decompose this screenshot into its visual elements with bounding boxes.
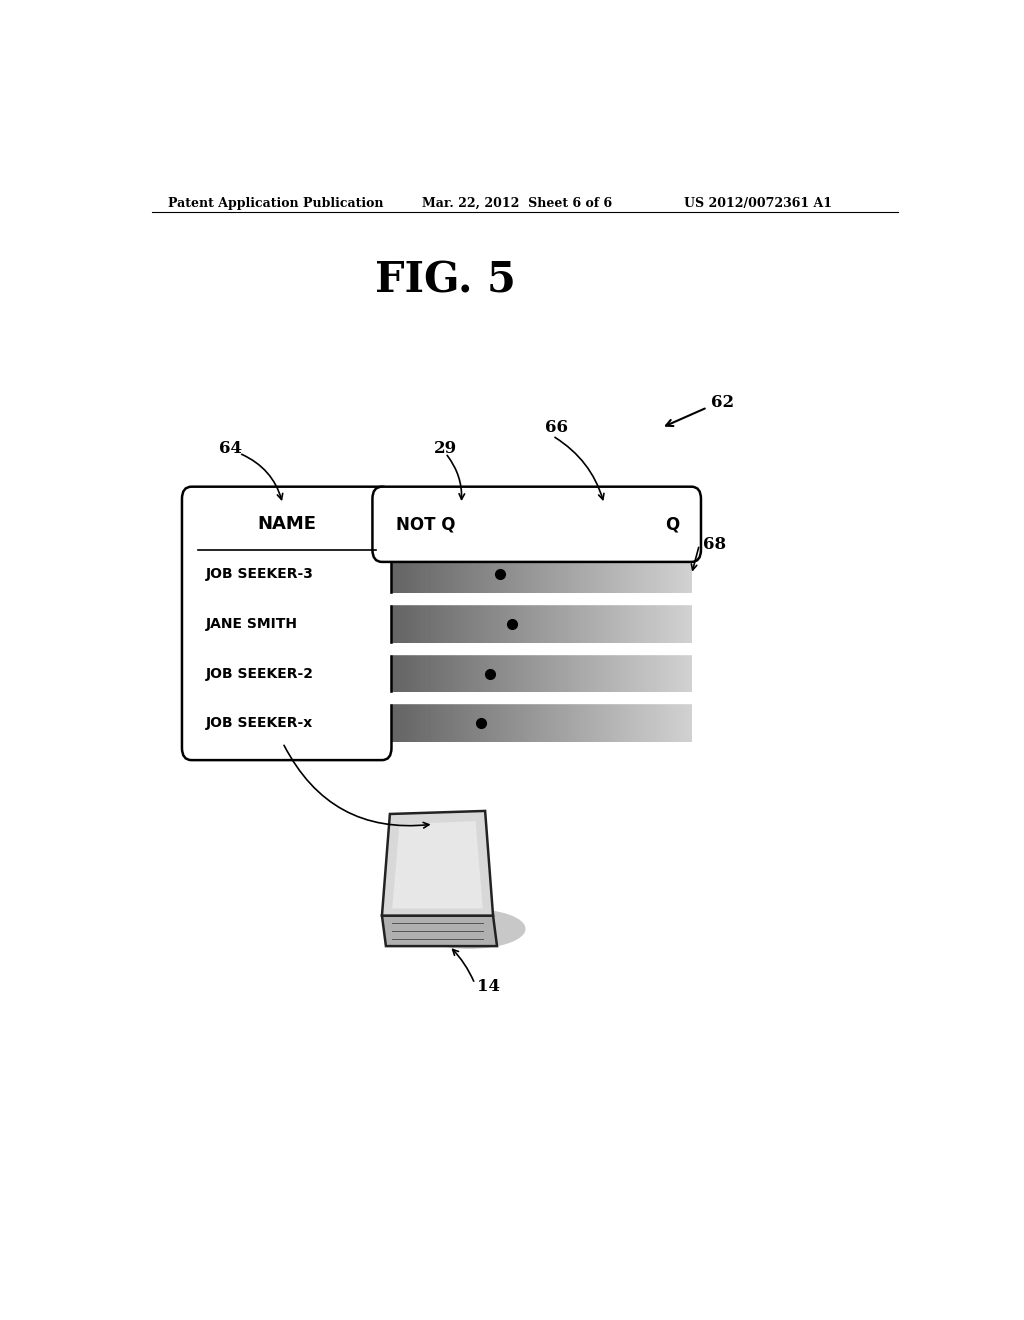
FancyArrowPatch shape xyxy=(284,746,429,828)
Text: Q: Q xyxy=(666,515,680,533)
Polygon shape xyxy=(382,810,494,916)
Text: JOB SEEKER-x: JOB SEEKER-x xyxy=(206,717,313,730)
Text: FIG. 5: FIG. 5 xyxy=(375,259,516,301)
Text: 14: 14 xyxy=(477,978,500,995)
Text: Mar. 22, 2012  Sheet 6 of 6: Mar. 22, 2012 Sheet 6 of 6 xyxy=(422,197,611,210)
Polygon shape xyxy=(382,916,497,946)
Text: Patent Application Publication: Patent Application Publication xyxy=(168,197,383,210)
Text: JOB SEEKER-3: JOB SEEKER-3 xyxy=(206,568,313,582)
Text: NOT Q: NOT Q xyxy=(396,515,456,533)
FancyBboxPatch shape xyxy=(373,487,701,562)
FancyArrowPatch shape xyxy=(447,455,465,499)
Text: NAME: NAME xyxy=(257,515,316,533)
FancyArrowPatch shape xyxy=(555,437,604,499)
FancyArrowPatch shape xyxy=(242,454,283,499)
FancyArrowPatch shape xyxy=(666,409,705,426)
FancyArrowPatch shape xyxy=(453,949,474,981)
Text: 66: 66 xyxy=(545,420,567,436)
FancyBboxPatch shape xyxy=(182,487,391,760)
Ellipse shape xyxy=(414,909,524,948)
Text: 29: 29 xyxy=(433,440,457,457)
Text: JOB SEEKER-2: JOB SEEKER-2 xyxy=(206,667,313,681)
Polygon shape xyxy=(392,821,482,908)
Text: 64: 64 xyxy=(219,440,243,457)
Text: 68: 68 xyxy=(703,536,726,553)
Text: US 2012/0072361 A1: US 2012/0072361 A1 xyxy=(684,197,831,210)
Text: JANE SMITH: JANE SMITH xyxy=(206,616,298,631)
Text: 62: 62 xyxy=(712,393,734,411)
